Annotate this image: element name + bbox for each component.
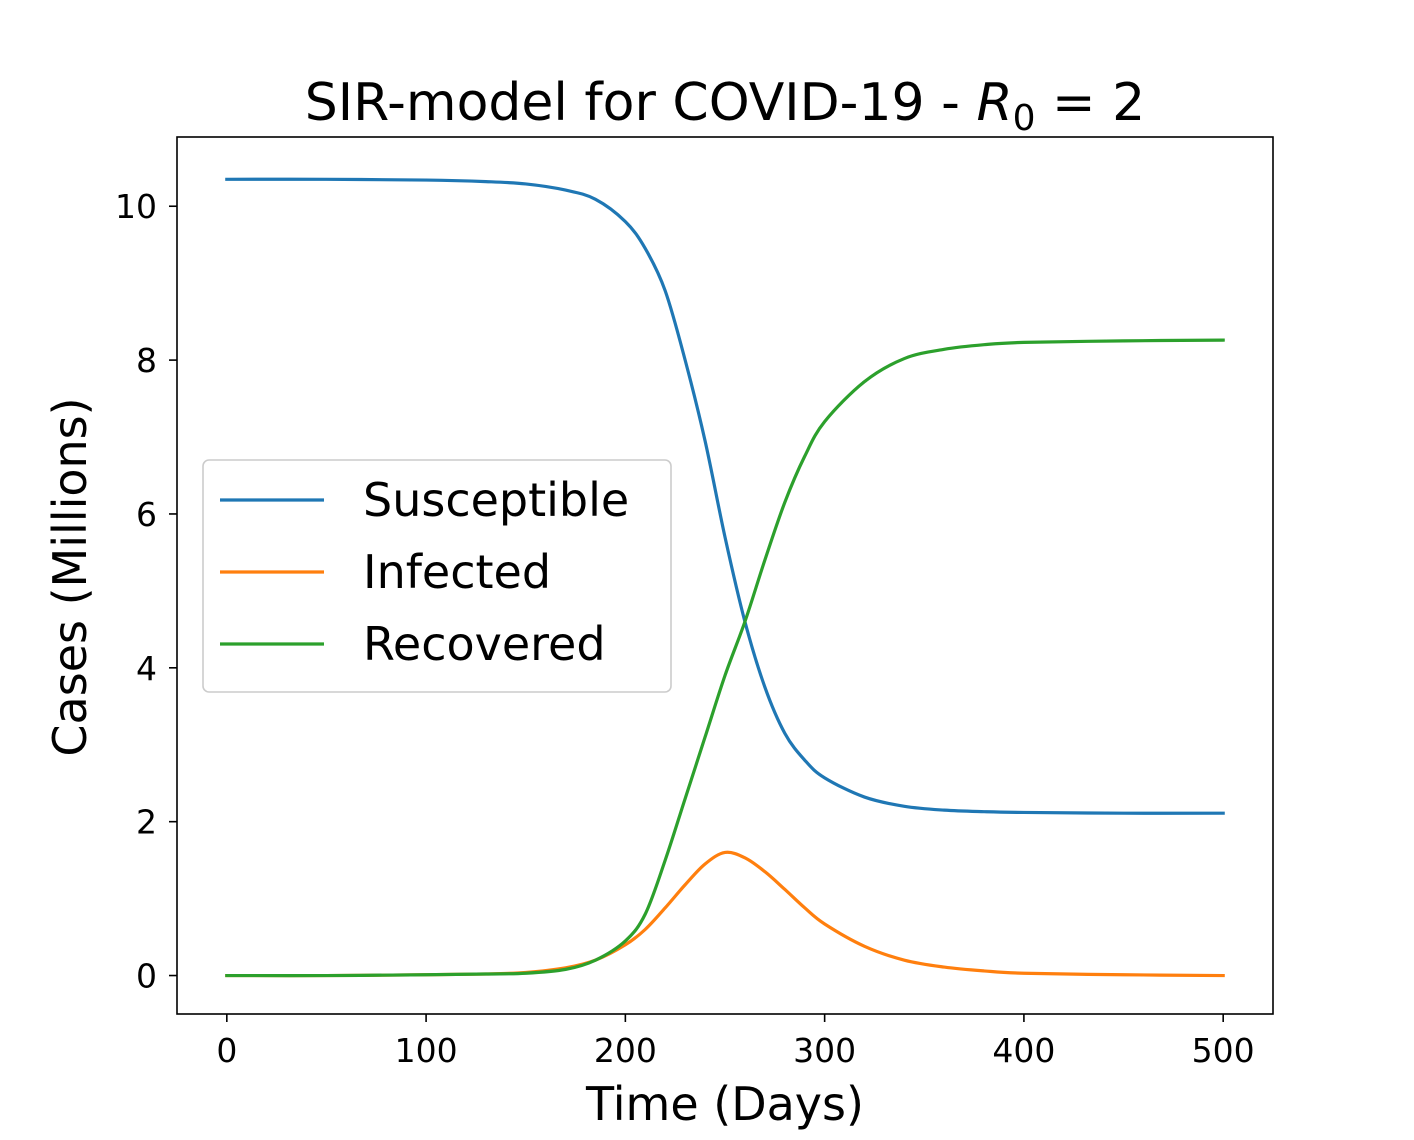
series-line-susceptible — [225, 177, 1225, 815]
chart-title-symbol: R — [976, 73, 1012, 133]
y-tick-label: 4 — [136, 649, 157, 688]
y-tick-label: 0 — [136, 957, 157, 996]
x-tick-label: 500 — [1192, 1031, 1255, 1070]
y-tick-label: 10 — [115, 187, 157, 226]
legend-entries: Susceptible Infected Recovered — [220, 473, 629, 671]
chart-title-subscript: 0 — [1013, 98, 1036, 139]
x-tick-label: 200 — [594, 1031, 657, 1070]
y-tick-label: 6 — [136, 495, 157, 534]
legend: Susceptible Infected Recovered — [202, 459, 672, 693]
x-tick-label: 300 — [793, 1031, 856, 1070]
chart-title-suffix: = 2 — [1035, 73, 1145, 133]
x-tick-label: 400 — [992, 1031, 1055, 1070]
legend-label-recovered: Recovered — [363, 617, 606, 671]
x-tick-label: 0 — [216, 1031, 237, 1070]
y-axis: 0 2 4 6 8 10 — [115, 187, 177, 996]
chart-title-main: SIR-model for COVID-19 - — [305, 73, 977, 133]
legend-label-susceptible: Susceptible — [363, 473, 629, 527]
series-line-recovered — [225, 338, 1225, 978]
legend-label-infected: Infected — [363, 545, 551, 599]
y-tick-label: 8 — [136, 341, 157, 380]
y-axis-title: Cases (Millions) — [43, 397, 97, 756]
legend-frame — [202, 459, 672, 693]
x-axis: 0 100 200 300 400 500 — [216, 1014, 1255, 1070]
x-axis-title: Time (Days) — [585, 1077, 864, 1131]
x-tick-label: 100 — [395, 1031, 458, 1070]
chart-title: SIR-model for COVID-19 - R0 = 2 — [305, 73, 1145, 139]
y-tick-label: 2 — [136, 803, 157, 842]
series-lines — [225, 177, 1225, 978]
